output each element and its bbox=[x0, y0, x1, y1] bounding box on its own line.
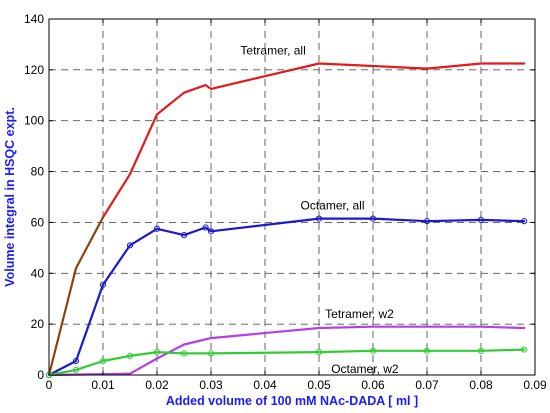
x-tick-label: 0 bbox=[46, 378, 53, 392]
data-point bbox=[126, 242, 134, 249]
data-point bbox=[477, 216, 485, 223]
x-tick-label: 0.09 bbox=[523, 378, 547, 392]
data-point bbox=[180, 350, 188, 357]
plot-frame bbox=[48, 18, 536, 376]
series-line-0 bbox=[101, 62, 526, 219]
data-point bbox=[315, 349, 323, 356]
annotation-layer: Tetramer, all Octamer, all Tetramer, w2 Oct… bbox=[240, 44, 398, 377]
data-point bbox=[202, 224, 209, 231]
y-tick-label: 60 bbox=[31, 215, 45, 229]
x-tick-label: 0.06 bbox=[361, 378, 385, 392]
data-point bbox=[521, 218, 528, 225]
data-point bbox=[369, 347, 377, 354]
tick-layer: 0 0.01 0.02 0.03 0.04 0.05 0.06 0.07 0.08 0.09 0 20… bbox=[24, 12, 547, 392]
data-point bbox=[99, 357, 107, 365]
data-point bbox=[153, 225, 161, 232]
x-tick-label: 0.05 bbox=[307, 378, 331, 392]
data-point bbox=[521, 346, 528, 353]
series-annotation-3: Octamer, w2 bbox=[331, 362, 399, 376]
data-point bbox=[207, 350, 215, 357]
data-point bbox=[477, 347, 485, 354]
data-point bbox=[180, 232, 188, 239]
series-layer bbox=[45, 62, 528, 379]
data-point bbox=[423, 218, 431, 225]
y-tick-label: 100 bbox=[24, 114, 44, 128]
x-tick-label: 0.08 bbox=[469, 378, 493, 392]
x-tick-label: 0.01 bbox=[91, 378, 115, 392]
data-point bbox=[207, 228, 215, 235]
y-tick-label: 120 bbox=[24, 63, 44, 77]
y-tick-label: 140 bbox=[24, 12, 44, 26]
series-line-3 bbox=[47, 325, 526, 377]
series-annotation-2: Tetramer, w2 bbox=[325, 307, 394, 321]
series-line-2 bbox=[47, 217, 526, 377]
series-line-4 bbox=[47, 348, 526, 377]
y-tick-label: 80 bbox=[31, 165, 45, 179]
series-annotation-0: Tetramer, all bbox=[240, 44, 305, 58]
data-point bbox=[72, 357, 80, 365]
x-tick-label: 0.07 bbox=[415, 378, 439, 392]
x-tick-label: 0.03 bbox=[199, 378, 223, 392]
x-tick-label: 0.04 bbox=[253, 378, 277, 392]
data-point bbox=[126, 352, 134, 360]
y-tick-label: 0 bbox=[37, 368, 44, 382]
y-tick-label: 20 bbox=[31, 317, 45, 331]
data-point bbox=[72, 366, 80, 374]
data-point bbox=[369, 215, 377, 222]
series-line-1 bbox=[47, 216, 105, 377]
series-annotation-1: Octamer, all bbox=[300, 199, 364, 213]
y-axis-label: Volume integral in HSQC expt. bbox=[3, 107, 17, 287]
data-point bbox=[153, 349, 161, 356]
x-tick-label: 0.02 bbox=[145, 378, 169, 392]
data-point bbox=[423, 347, 431, 354]
data-point bbox=[315, 215, 323, 222]
y-tick-label: 40 bbox=[31, 266, 45, 280]
x-axis-label: Added volume of 100 mM NAc-DADA [ ml ] bbox=[166, 394, 418, 408]
data-point bbox=[99, 281, 107, 288]
